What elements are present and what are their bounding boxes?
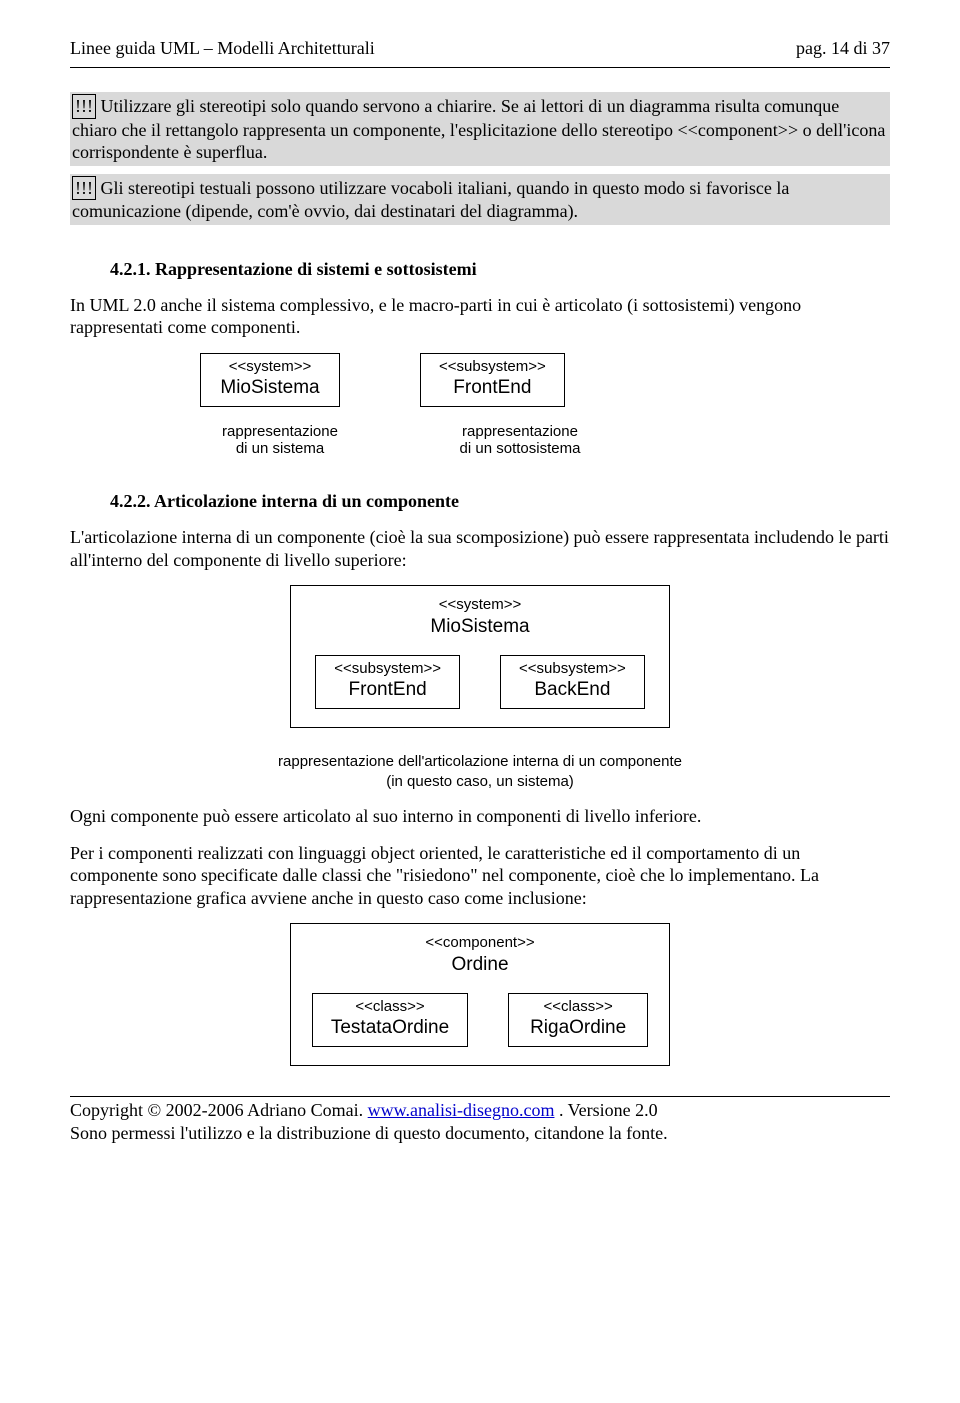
section-num: 4.2.2. [110, 491, 151, 511]
paragraph-4: Per i componenti realizzati con linguagg… [70, 842, 890, 910]
uml-stereo: <<system>> [309, 596, 651, 615]
section-heading-422: 4.2.2. Articolazione interna di un compo… [110, 491, 890, 512]
diagram-2-caption: rappresentazione dell'articolazione inte… [70, 752, 890, 791]
uml-stereo: <<subsystem>> [519, 660, 626, 679]
page-footer: Copyright © 2002-2006 Adriano Comai. www… [70, 1099, 890, 1144]
footer-link[interactable]: www.analisi-disegno.com [368, 1100, 555, 1120]
note-text-2: Gli stereotipi testuali possono utilizza… [72, 178, 789, 222]
uml-inner-row: <<class>> TestataOrdine <<class>> RigaOr… [309, 993, 651, 1048]
uml-name: Ordine [309, 953, 651, 977]
caption-subsystem: rappresentazione di un sottosistema [430, 423, 610, 457]
caption-line: (in questo caso, un sistema) [70, 772, 890, 792]
uml-inner-row: <<subsystem>> FrontEnd <<subsystem>> Bac… [309, 655, 651, 710]
uml-system-box: <<system>> MioSistema [200, 353, 340, 408]
diagram-1: <<system>> MioSistema <<subsystem>> Fron… [200, 353, 890, 408]
uml-name: BackEnd [519, 678, 626, 702]
uml-inner-class-1: <<class>> TestataOrdine [312, 993, 468, 1048]
section-title: Articolazione interna di un componente [154, 491, 459, 511]
section-title: Rappresentazione di sistemi e sottosiste… [155, 259, 477, 279]
caption-system: rappresentazione di un sistema [200, 423, 360, 457]
uml-outer-component: <<component>> Ordine <<class>> TestataOr… [290, 923, 670, 1066]
uml-subsystem-box: <<subsystem>> FrontEnd [420, 353, 565, 408]
section-heading-421: 4.2.1. Rappresentazione di sistemi e sot… [110, 259, 890, 280]
uml-name: FrontEnd [439, 376, 546, 400]
note-box-1: !!! Utilizzare gli stereotipi solo quand… [70, 92, 890, 166]
footer-copyright: Copyright © 2002-2006 Adriano Comai. [70, 1100, 368, 1120]
header-divider [70, 67, 890, 68]
uml-outer-system: <<system>> MioSistema <<subsystem>> Fron… [290, 585, 670, 728]
header-right: pag. 14 di 37 [796, 38, 890, 59]
diagram-1-captions: rappresentazione di un sistema rappresen… [200, 423, 890, 457]
uml-name: MioSistema [219, 376, 321, 400]
diagram-3: <<component>> Ordine <<class>> TestataOr… [70, 923, 890, 1066]
uml-inner-backend: <<subsystem>> BackEnd [500, 655, 645, 710]
uml-inner-class-2: <<class>> RigaOrdine [508, 993, 648, 1048]
uml-stereo: <<class>> [527, 998, 629, 1017]
caption-line: rappresentazione dell'articolazione inte… [70, 752, 890, 772]
footer-divider [70, 1096, 890, 1097]
uml-name: FrontEnd [334, 678, 441, 702]
caption-line: rappresentazione [430, 423, 610, 440]
note-bang-2: !!! [72, 176, 96, 201]
diagram-2: <<system>> MioSistema <<subsystem>> Fron… [70, 585, 890, 728]
note-bang-1: !!! [72, 94, 96, 119]
paragraph-3: Ogni componente può essere articolato al… [70, 805, 890, 828]
uml-stereo: <<subsystem>> [439, 358, 546, 377]
section-num: 4.2.1. [110, 259, 151, 279]
page-header: Linee guida UML – Modelli Architetturali… [70, 38, 890, 59]
note-box-2: !!! Gli stereotipi testuali possono util… [70, 174, 890, 225]
uml-stereo: <<component>> [309, 934, 651, 953]
note-text-1: Utilizzare gli stereotipi solo quando se… [72, 96, 885, 162]
caption-line: rappresentazione [200, 423, 360, 440]
paragraph-2: L'articolazione interna di un componente… [70, 526, 890, 571]
uml-stereo: <<subsystem>> [334, 660, 441, 679]
caption-line: di un sistema [200, 440, 360, 457]
uml-inner-frontend: <<subsystem>> FrontEnd [315, 655, 460, 710]
caption-line: di un sottosistema [430, 440, 610, 457]
footer-license: Sono permessi l'utilizzo e la distribuzi… [70, 1122, 890, 1145]
uml-name: TestataOrdine [331, 1016, 449, 1040]
uml-name: RigaOrdine [527, 1016, 629, 1040]
header-left: Linee guida UML – Modelli Architetturali [70, 38, 375, 59]
uml-stereo: <<class>> [331, 998, 449, 1017]
footer-version: . Versione 2.0 [554, 1100, 657, 1120]
uml-stereo: <<system>> [219, 358, 321, 377]
uml-name: MioSistema [309, 615, 651, 639]
paragraph-1: In UML 2.0 anche il sistema complessivo,… [70, 294, 890, 339]
